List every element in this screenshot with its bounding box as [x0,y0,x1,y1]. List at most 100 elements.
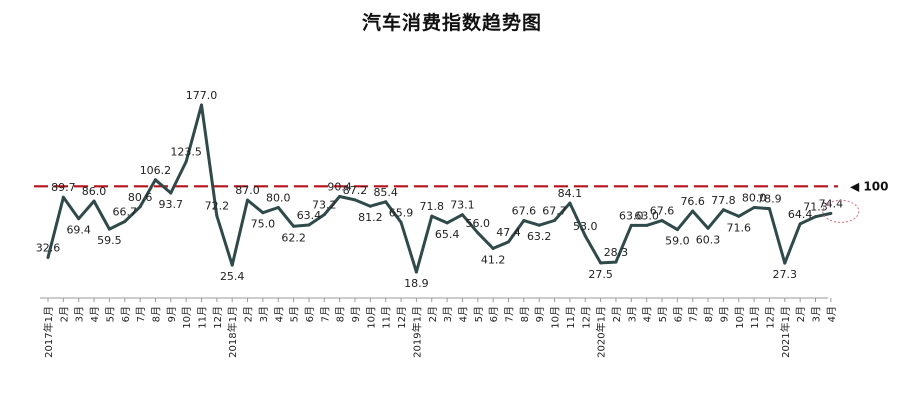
data-label: 73.2 [312,199,337,212]
data-label: 69.4 [66,224,91,237]
x-tick-label: 6月 [120,306,132,322]
data-point [798,222,802,226]
x-tick-label: 3月 [442,306,454,322]
x-tick-label: 8月 [150,306,162,322]
x-tick-label: 4月 [642,306,654,322]
data-point [675,228,679,232]
x-tick-label: 2月 [58,306,70,322]
data-point [829,211,833,215]
data-label: 59.0 [665,235,690,248]
data-label: 76.6 [680,195,705,208]
data-point [553,218,557,222]
x-tick-label: 10月 [181,306,193,329]
data-label: 72.2 [205,200,230,213]
data-label: 81.2 [358,211,383,224]
data-label: 25.4 [220,270,245,283]
x-tick-label: 6月 [672,306,684,322]
x-tick-label: 7月 [135,306,147,322]
x-tick-label: 12月 [212,306,224,329]
x-tick-label: 5月 [104,306,116,322]
x-tick-label: 2021年1月 [779,306,792,358]
data-label: 77.8 [711,194,736,207]
data-label: 41.2 [481,253,506,266]
data-label: 86.0 [82,185,107,198]
data-point [153,178,157,182]
x-tick-label: 11月 [749,306,761,329]
data-label: 123.5 [170,146,202,159]
data-label: 63.0 [619,209,644,222]
data-label: 63.4 [297,209,322,222]
x-tick-label: 2月 [427,306,439,322]
data-label: 106.2 [140,164,172,177]
x-tick-label: 10月 [550,306,562,329]
x-tick-label: 10月 [734,306,746,329]
data-point [460,213,464,217]
x-tick-label: 8月 [703,306,715,322]
series-line [46,103,832,274]
data-point [184,160,188,164]
x-tick-label: 3月 [258,306,270,322]
data-label: 64.4 [788,208,813,221]
data-label: 67.7 [542,204,567,217]
x-tick-label: 2月 [243,306,255,322]
x-tick-label: 5月 [657,306,669,322]
data-label: 65.9 [389,206,414,219]
data-point [368,204,372,208]
data-label: 63.2 [527,230,552,243]
data-point [215,214,219,218]
data-label: 56.0 [466,217,491,230]
data-label: 32.6 [36,242,61,255]
data-label: 62.2 [281,231,306,244]
data-point [599,261,603,265]
x-tick-label: 3月 [811,306,823,322]
data-point [77,217,81,221]
x-tick-label: 9月 [534,306,546,322]
data-point [322,213,326,217]
x-tick-label: 3月 [626,306,638,322]
data-label: 67.6 [512,205,537,218]
data-label: 53.0 [573,220,598,233]
data-point [230,263,234,267]
data-point [752,205,756,209]
data-point [61,195,65,199]
chart-title: 汽车消费指数趋势图 [361,12,542,34]
x-tick-label: 9月 [718,306,730,322]
data-label: 80.0 [742,191,767,204]
data-point [537,223,541,227]
x-tick-label: 7月 [319,306,331,322]
data-point [583,234,587,238]
data-point [92,199,96,203]
x-tick-label: 4月 [457,306,469,322]
x-tick-label: 6月 [304,306,316,322]
data-point [276,205,280,209]
data-point [814,215,817,219]
data-point [414,270,418,274]
data-point [737,214,741,218]
data-label: 60.3 [696,233,721,246]
x-tick-label: 9月 [350,306,362,322]
data-point [767,207,771,211]
x-tick-label: 6月 [488,306,500,322]
x-tick-label: 12月 [764,306,776,329]
data-label: 59.5 [97,234,122,247]
data-label: 87.2 [343,184,368,197]
data-point [706,226,710,230]
data-point [123,220,127,224]
data-label: 28.3 [604,246,629,259]
x-tick-label: 7月 [504,306,516,322]
data-label: 85.4 [373,186,398,199]
data-point [445,221,449,225]
data-label: 177.0 [186,89,218,102]
x-tick-label: 12月 [396,306,408,329]
data-point [783,261,787,265]
x-tick-label: 2018年1月 [226,306,239,358]
data-point [522,219,526,223]
data-point [292,224,296,228]
x-tick-label: 12月 [580,306,592,329]
data-label: 89.7 [51,181,76,194]
data-label: 78.9 [757,193,782,206]
data-point [338,194,342,198]
data-point [169,191,173,195]
